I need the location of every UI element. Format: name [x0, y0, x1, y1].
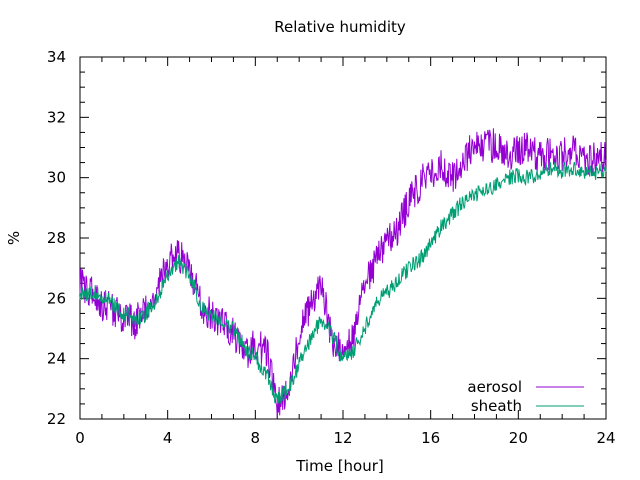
x-tick-label: 4 [163, 429, 173, 447]
x-tick-label: 8 [251, 429, 261, 447]
chart-title: Relative humidity [274, 18, 406, 36]
series-lines [79, 128, 607, 419]
x-tick-label: 16 [421, 429, 440, 447]
legend-label-aerosol: aerosol [467, 378, 522, 396]
y-tick-label: 24 [47, 350, 66, 368]
y-tick-label: 22 [47, 410, 66, 428]
x-tick-label: 0 [75, 429, 85, 447]
y-axis-title: % [5, 231, 23, 245]
x-axis-title: Time [hour] [295, 457, 384, 475]
y-tick-label: 32 [47, 108, 66, 126]
series-line-sheath [79, 161, 607, 404]
series-line-aerosol [79, 128, 607, 419]
y-axis: 22 24 26 28 30 32 34 [47, 48, 606, 428]
plot-frame [79, 56, 607, 420]
x-tick-label: 24 [596, 429, 615, 447]
legend: aerosol sheath [467, 378, 584, 415]
legend-label-sheath: sheath [471, 397, 522, 415]
y-tick-label: 34 [47, 48, 66, 66]
x-tick-label: 20 [509, 429, 528, 447]
x-axis: 0 4 8 12 16 20 24 [75, 57, 616, 447]
y-tick-label: 26 [47, 289, 66, 307]
y-tick-label: 30 [47, 169, 66, 187]
y-tick-label: 28 [47, 229, 66, 247]
x-tick-label: 12 [333, 429, 352, 447]
